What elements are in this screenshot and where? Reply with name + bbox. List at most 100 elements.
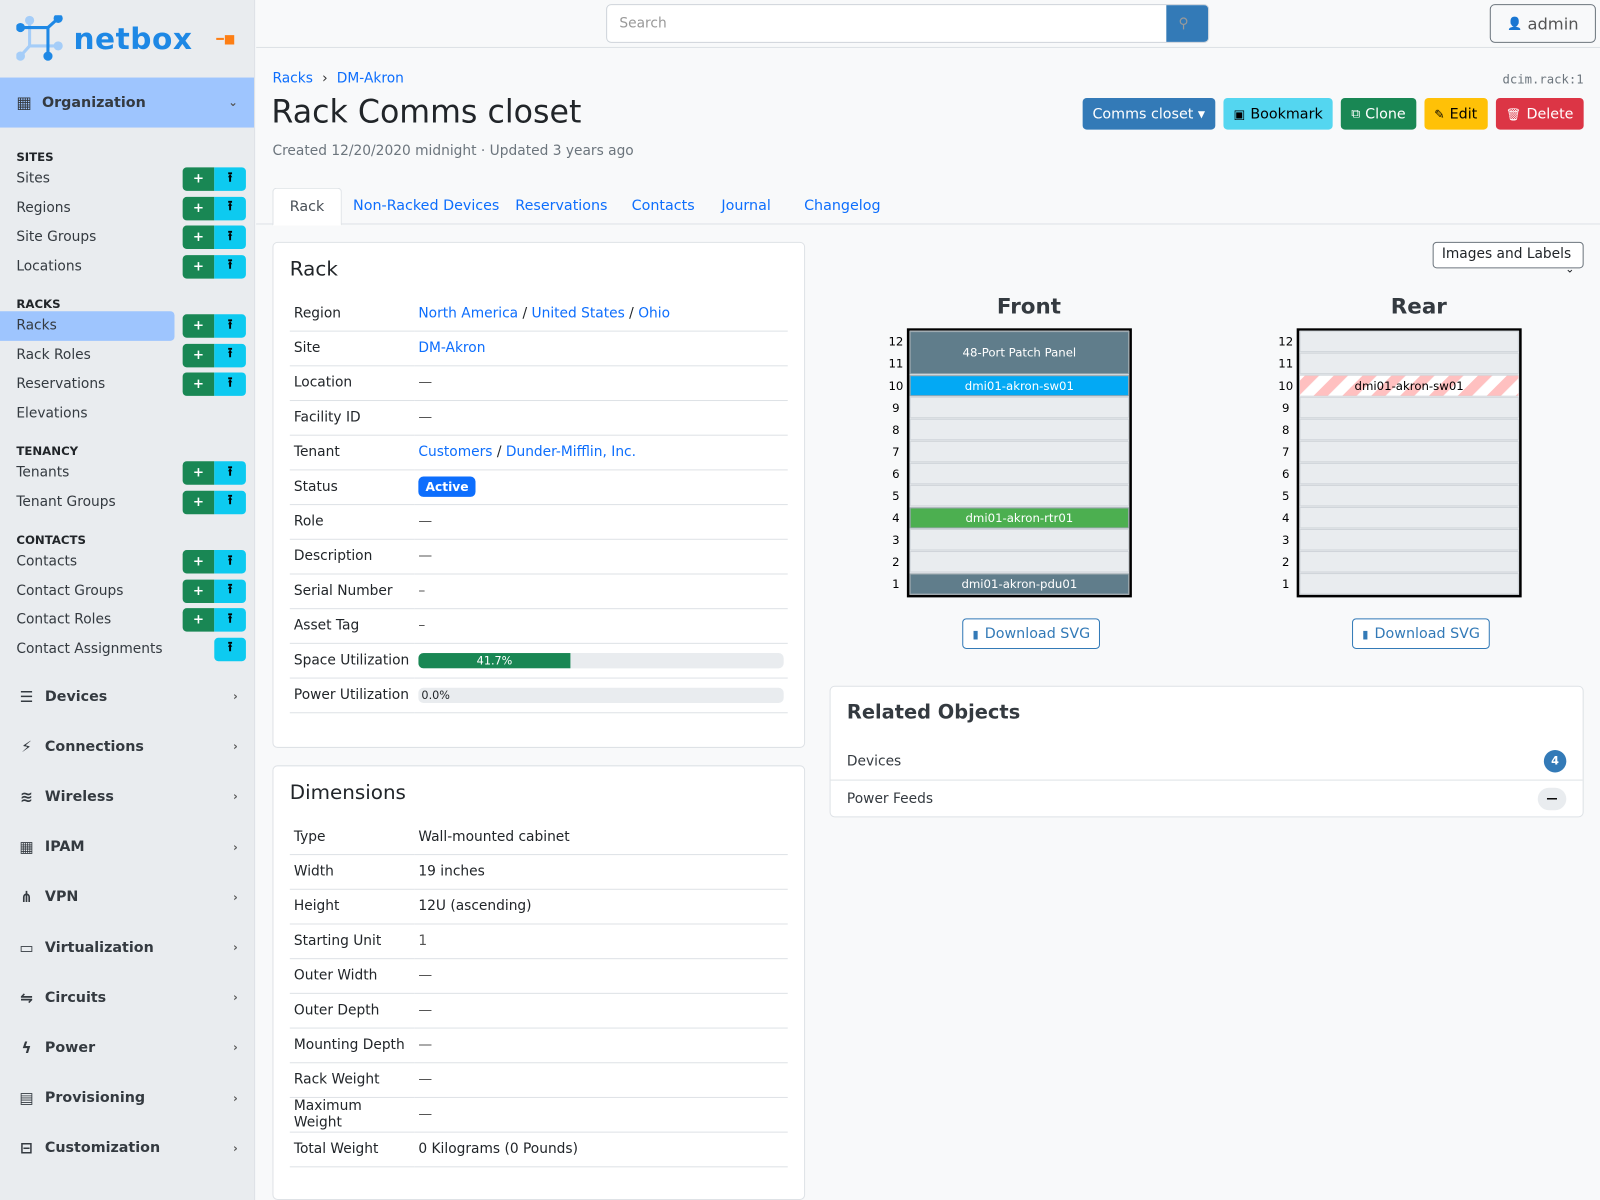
link-united-states[interactable]: United States xyxy=(531,304,625,322)
sidebar-item-contacts[interactable]: Contacts + ⭱ xyxy=(0,547,254,576)
sidebar-item-racks[interactable]: Racks + ⭱ xyxy=(0,311,246,341)
menu-organization[interactable]: ▦ Organization ⌄ xyxy=(0,77,255,128)
sidebar-item-tenant-groups[interactable]: Tenant Groups + ⭱ xyxy=(0,487,254,516)
rack-unit-slot[interactable] xyxy=(909,418,1130,441)
search-button[interactable]: ⚲ xyxy=(1166,5,1209,42)
menu-ipam[interactable]: ▦ IPAM › xyxy=(0,822,254,872)
menu-wireless[interactable]: ≋ Wireless › xyxy=(0,772,254,822)
import-button[interactable]: ⭱ xyxy=(214,372,246,396)
download-front-svg-button[interactable]: ▮ Download SVG xyxy=(962,618,1101,649)
clone-button[interactable]: ⧉ Clone xyxy=(1341,97,1416,130)
device-dmi01-akron-pdu01[interactable] xyxy=(909,573,1130,595)
rack-unit-slot[interactable] xyxy=(909,528,1130,551)
delete-button[interactable]: 🗑 Delete xyxy=(1495,97,1584,130)
tab-contacts[interactable]: Contacts xyxy=(631,197,695,215)
elevation-view-select[interactable]: Images and Labels ⌄ xyxy=(1432,241,1584,276)
device-label[interactable]: dmi01-akron-sw01 xyxy=(965,379,1074,393)
edit-button[interactable]: ✎ Edit xyxy=(1424,97,1488,130)
tab-journal[interactable]: Journal xyxy=(721,197,771,215)
menu-connections[interactable]: ⚡ Connections › xyxy=(0,722,254,772)
sidebar-item-contact-groups[interactable]: Contact Groups + ⭱ xyxy=(0,576,254,605)
rack-unit-slot[interactable] xyxy=(909,484,1130,507)
sidebar-item-reservations[interactable]: Reservations + ⭱ xyxy=(0,369,254,398)
device-dmi01-akron-rtr01[interactable] xyxy=(909,507,1130,529)
import-button[interactable]: ⭱ xyxy=(214,314,246,338)
rack-unit-slot[interactable] xyxy=(1299,352,1519,375)
add-button[interactable]: + xyxy=(182,254,215,279)
tab-rack[interactable]: Rack xyxy=(272,187,342,226)
add-button[interactable]: + xyxy=(182,461,215,485)
tab-reservations[interactable]: Reservations xyxy=(515,197,608,215)
device-48-port-patch-panel[interactable] xyxy=(909,331,1130,375)
rack-unit-slot[interactable] xyxy=(1299,396,1519,419)
sidebar-item-site-groups[interactable]: Site Groups + ⭱ xyxy=(0,222,254,251)
menu-provisioning[interactable]: ▤ Provisioning › xyxy=(0,1073,254,1123)
device-label[interactable]: 48-Port Patch Panel xyxy=(963,346,1077,360)
add-button[interactable]: + xyxy=(182,314,215,338)
related-devices[interactable]: Devices 4 xyxy=(830,743,1583,781)
related-label[interactable]: Power Feeds xyxy=(846,790,934,808)
device-dmi01-akron-sw01[interactable] xyxy=(1299,375,1519,396)
breadcrumb-racks[interactable]: Racks xyxy=(272,70,313,87)
add-button[interactable]: + xyxy=(182,196,215,220)
import-button[interactable]: ⭱ xyxy=(214,461,246,485)
search-input[interactable]: Search ⚲ xyxy=(606,4,1210,43)
related-label[interactable]: Devices xyxy=(846,753,902,770)
rack-unit-slot[interactable] xyxy=(1299,484,1519,507)
import-button[interactable]: ⭱ xyxy=(214,579,246,603)
add-button[interactable]: + xyxy=(182,579,215,603)
rack-unit-slot[interactable] xyxy=(1299,551,1519,573)
link-north-america[interactable]: North America xyxy=(418,304,519,322)
sidebar-item-contact-assignments[interactable]: Contact Assignments ⭱ xyxy=(0,634,254,663)
import-button[interactable]: ⭱ xyxy=(214,225,246,249)
breadcrumb-site[interactable]: DM-Akron xyxy=(336,70,404,87)
sidebar-item-rack-roles[interactable]: Rack Roles + ⭱ xyxy=(0,340,254,369)
add-button[interactable]: + xyxy=(182,225,215,249)
sidebar-item-tenants[interactable]: Tenants + ⭱ xyxy=(0,458,254,487)
device-label[interactable]: dmi01-akron-pdu01 xyxy=(961,577,1077,591)
rack-unit-slot[interactable] xyxy=(1299,440,1519,463)
import-button[interactable]: ⭱ xyxy=(214,343,246,367)
rack-unit-slot[interactable] xyxy=(1299,462,1519,485)
rack-unit-slot[interactable] xyxy=(1299,573,1519,595)
import-button[interactable]: ⭱ xyxy=(214,549,246,574)
device-dmi01-akron-sw01[interactable] xyxy=(909,375,1130,397)
link-dm-akron[interactable]: DM-Akron xyxy=(418,339,486,357)
related-power-feeds[interactable]: Power Feeds — xyxy=(831,781,1583,819)
device-label[interactable]: dmi01-akron-sw01 xyxy=(1355,379,1464,393)
rack-unit-slot[interactable] xyxy=(909,440,1130,463)
add-button[interactable]: + xyxy=(182,372,215,396)
rack-unit-slot[interactable] xyxy=(909,396,1130,419)
add-button[interactable]: + xyxy=(182,343,215,367)
sidebar-item-sites[interactable]: Sites + ⭱ xyxy=(0,164,254,193)
menu-virtualization[interactable]: ▭ Virtualization › xyxy=(0,922,254,972)
menu-power[interactable]: ϟ Power › xyxy=(0,1023,254,1073)
menu-devices[interactable]: ☰ Devices › xyxy=(0,671,254,721)
add-button[interactable]: + xyxy=(182,608,215,632)
add-button[interactable]: + xyxy=(182,167,215,191)
link-dunder-mifflin-inc[interactable]: Dunder-Mifflin, Inc. xyxy=(505,443,637,461)
sidebar-item-regions[interactable]: Regions + ⭱ xyxy=(0,193,254,222)
add-button[interactable]: + xyxy=(182,490,215,514)
device-label[interactable]: dmi01-akron-rtr01 xyxy=(966,511,1074,525)
add-button[interactable]: + xyxy=(182,549,215,574)
sidebar-item-contact-roles[interactable]: Contact Roles + ⭱ xyxy=(0,605,254,634)
pin-icon[interactable]: ━■ xyxy=(216,31,236,46)
import-button[interactable]: ⭱ xyxy=(214,254,246,279)
import-button[interactable]: ⭱ xyxy=(214,608,246,632)
sidebar-item-elevations[interactable]: Elevations xyxy=(0,398,254,427)
comms-closet-button[interactable]: Comms closet ▾ xyxy=(1082,97,1216,130)
import-button[interactable]: ⭱ xyxy=(214,490,246,514)
import-button[interactable]: ⭱ xyxy=(214,196,246,220)
rack-unit-slot[interactable] xyxy=(1299,506,1519,529)
download-rear-svg-button[interactable]: ▮ Download SVG xyxy=(1352,618,1491,649)
menu-vpn[interactable]: ⋔ VPN › xyxy=(0,872,254,922)
menu-customization[interactable]: ⊟ Customization › xyxy=(0,1123,254,1173)
link-ohio[interactable]: Ohio xyxy=(638,304,671,322)
import-button[interactable]: ⭱ xyxy=(214,167,246,191)
rack-unit-slot[interactable] xyxy=(909,551,1130,573)
rack-unit-slot[interactable] xyxy=(909,462,1130,485)
menu-circuits[interactable]: ⇋ Circuits › xyxy=(0,973,254,1023)
link-customers[interactable]: Customers xyxy=(418,443,493,461)
tab-non-racked-devices[interactable]: Non-Racked Devices xyxy=(353,197,500,215)
